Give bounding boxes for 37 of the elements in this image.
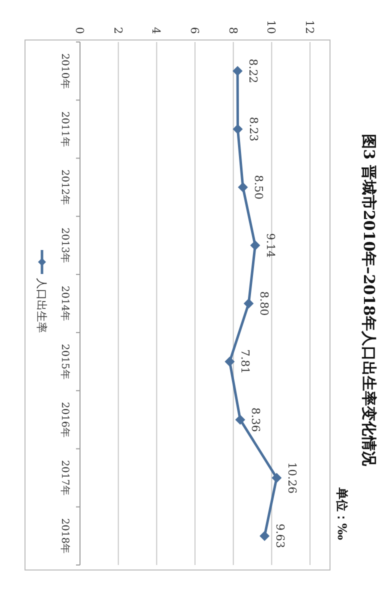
x-tick-label: 4 — [150, 27, 163, 34]
data-label: 9.63 — [274, 524, 287, 548]
x-tick-label: 10 — [264, 20, 278, 34]
text: 单位：‰ — [335, 486, 349, 540]
text: 图3 晋城市2010年–2018年人口出生率变化情况 — [360, 134, 378, 467]
y-tick-label: 2010年 — [59, 53, 71, 89]
point — [238, 182, 248, 192]
y-tick-label: 2018年 — [59, 518, 71, 554]
y-tick-label: 2015年 — [59, 344, 71, 380]
x-tick-label: 12 — [303, 20, 316, 34]
data-label: 8.22 — [246, 58, 260, 84]
y-tick-label: 2011年 — [59, 111, 71, 147]
y-tick-label: 2013年 — [59, 228, 71, 264]
point — [272, 472, 282, 483]
y-tick-label: 2012年 — [59, 170, 71, 206]
point — [260, 530, 270, 541]
x-tick-label: 8 — [226, 27, 240, 34]
data-label: 7.81 — [238, 349, 252, 374]
point — [232, 124, 243, 134]
point — [250, 240, 260, 250]
legend-label: 人口出生率 — [35, 278, 48, 333]
data-label: 9.14 — [264, 233, 278, 258]
data-label: 8.50 — [252, 175, 265, 200]
x-tick-label: 6 — [188, 27, 201, 34]
y-tick-label: 2016年 — [59, 402, 71, 438]
y-tick-label: 2017年 — [59, 460, 71, 496]
point — [235, 414, 246, 425]
data-label: 10.26 — [286, 462, 299, 494]
point — [224, 356, 235, 367]
y-tick-label: 2014年 — [59, 286, 71, 322]
data-label: 8.80 — [258, 291, 271, 316]
x-tick-label: 0 — [73, 27, 86, 34]
point — [244, 298, 254, 308]
data-label: 8.36 — [249, 407, 262, 432]
data-label: 8.23 — [246, 116, 260, 142]
x-tick-label: 2 — [111, 27, 124, 34]
point — [232, 66, 243, 76]
